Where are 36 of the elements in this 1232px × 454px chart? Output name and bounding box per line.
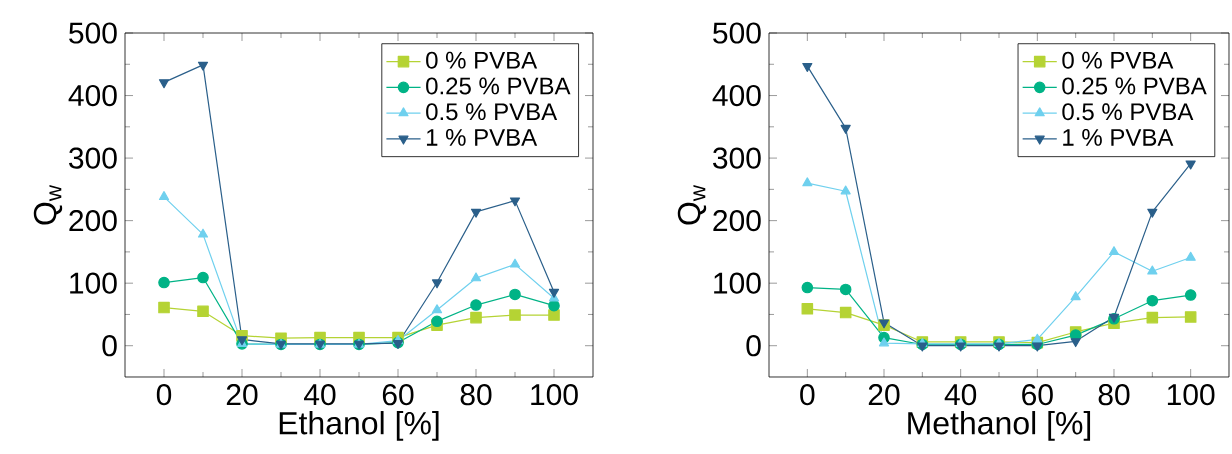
legend-label: 0.25 % PVBA (426, 77, 571, 95)
x-tick-label: 20 (868, 384, 900, 406)
legend-label: 1 % PVBA (1063, 128, 1174, 146)
legend-label: 0 % PVBA (426, 51, 538, 69)
y-tick-label: 400 (712, 84, 761, 107)
legend-label: 0 % PVBA (1062, 51, 1174, 69)
x-tick-label: 60 (382, 384, 414, 406)
y-tick-label: 0 (102, 335, 117, 357)
y-tick-label: 300 (69, 147, 117, 169)
y-axis-title: Q$_{w}$ (677, 184, 707, 225)
y-tick-label: 0 (746, 335, 761, 357)
y-tick-label: 200 (713, 210, 761, 232)
x-tick-label: 0 (800, 384, 815, 406)
x-tick-label: 20 (226, 384, 258, 406)
x-tick-label: 100 (531, 384, 578, 406)
x-tick-label: 100 (1167, 384, 1215, 406)
x-tick-label: 80 (460, 384, 492, 406)
x-tick-label: 40 (944, 384, 977, 406)
legend-label: 1 % PVBA (426, 128, 538, 146)
y-tick-label: 300 (713, 147, 761, 169)
y-tick-label: 400 (68, 84, 117, 107)
y-tick-label: 200 (69, 210, 117, 232)
x-axis-title: Ethanol [%] (279, 411, 439, 441)
y-tick-label: 500 (713, 22, 761, 44)
y-tick-label: 100 (714, 272, 761, 294)
legend-label: 0.25 % PVBA (1062, 77, 1207, 95)
x-tick-label: 60 (1022, 384, 1053, 406)
x-tick-label: 40 (304, 384, 336, 406)
legend-label: 0.5 % PVBA (1062, 103, 1194, 121)
y-tick-label: 500 (69, 22, 117, 44)
x-tick-label: 80 (1098, 384, 1130, 406)
y-axis-title: Q$_{w}$ (33, 184, 63, 225)
x-axis-title: Methanol [%] (908, 411, 1091, 441)
y-tick-label: 100 (70, 272, 117, 294)
x-tick-label: 0 (156, 384, 172, 406)
legend-label: 0.5 % PVBA (426, 103, 558, 121)
